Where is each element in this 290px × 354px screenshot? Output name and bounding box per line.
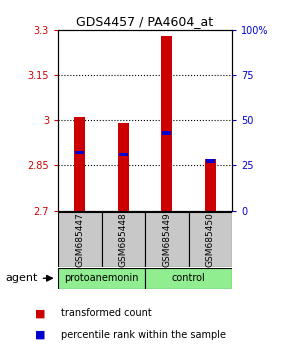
Text: transformed count: transformed count — [61, 308, 152, 318]
Text: agent: agent — [6, 273, 38, 283]
Bar — [74, 117, 85, 211]
Text: protoanemonin: protoanemonin — [64, 273, 139, 283]
Text: ■: ■ — [35, 308, 45, 318]
Text: GSM685448: GSM685448 — [119, 212, 128, 267]
Bar — [119, 153, 128, 156]
Bar — [145, 268, 232, 289]
Text: GSM685447: GSM685447 — [75, 212, 84, 267]
Bar — [58, 212, 102, 267]
Bar — [75, 151, 84, 154]
Bar — [162, 131, 171, 135]
Text: ■: ■ — [35, 330, 45, 339]
Bar — [145, 212, 188, 267]
Text: control: control — [172, 273, 205, 283]
Bar — [188, 212, 232, 267]
Bar — [102, 212, 145, 267]
Bar — [161, 36, 172, 211]
Bar — [206, 159, 215, 163]
Bar — [118, 123, 129, 211]
Bar — [58, 268, 145, 289]
Text: percentile rank within the sample: percentile rank within the sample — [61, 330, 226, 339]
Bar — [205, 159, 216, 211]
Text: GDS4457 / PA4604_at: GDS4457 / PA4604_at — [77, 15, 213, 28]
Text: GSM685449: GSM685449 — [162, 212, 171, 267]
Text: GSM685450: GSM685450 — [206, 212, 215, 267]
